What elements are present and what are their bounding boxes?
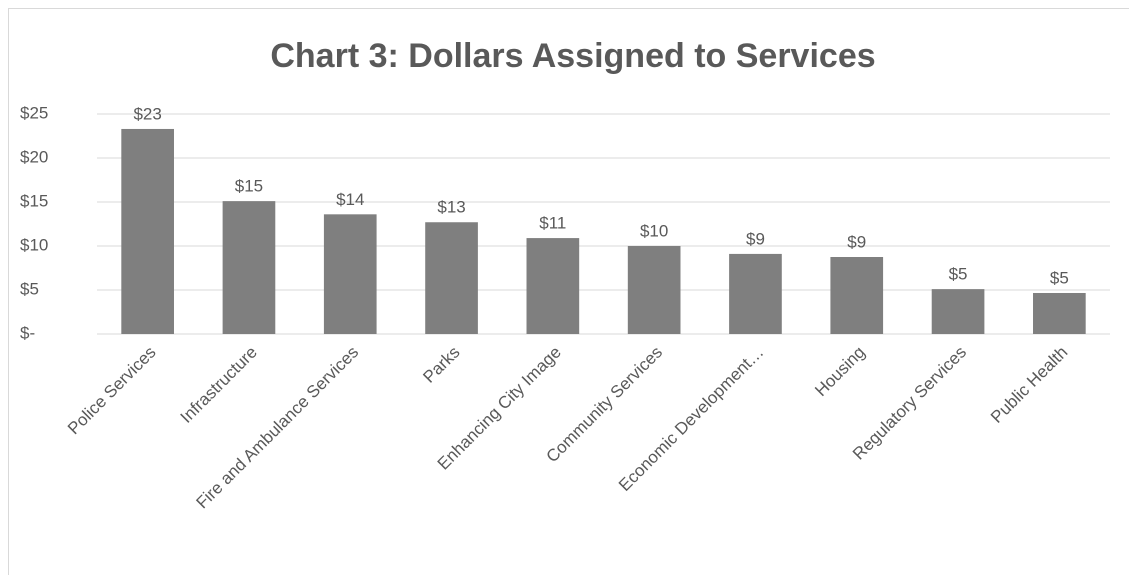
x-tick-label: Fire and Ambulance Services (192, 343, 362, 513)
x-tick-label: Regulatory Services (849, 343, 970, 464)
y-tick-label: $10 (20, 235, 48, 254)
bar (121, 128, 174, 334)
value-label: $9 (746, 229, 765, 248)
value-label: $14 (336, 190, 364, 209)
value-label: $9 (847, 232, 866, 251)
chart-border (8, 8, 1129, 575)
bar (931, 289, 985, 334)
value-label: $5 (1050, 268, 1069, 287)
bar (830, 257, 884, 334)
x-tick-label: Parks (419, 343, 463, 387)
x-tick-label: Public Health (987, 343, 1071, 427)
bar (526, 238, 580, 334)
bar (627, 246, 681, 334)
bar (323, 214, 377, 334)
y-tick-label: $25 (20, 103, 48, 122)
x-tick-label: Housing (811, 343, 869, 401)
chart-title: Chart 3: Dollars Assigned to Services (270, 37, 875, 75)
y-tick-label: $5 (20, 279, 39, 298)
bar (222, 201, 276, 334)
x-tick-label: Infrastructure (177, 343, 261, 427)
y-tick-label: $20 (20, 147, 48, 166)
value-label: $23 (133, 104, 161, 123)
value-label: $11 (539, 214, 566, 233)
x-tick-label: Police Services (64, 343, 160, 439)
bar (425, 222, 478, 334)
value-label: $10 (640, 221, 668, 240)
y-tick-label: $- (20, 323, 35, 342)
value-label: $13 (437, 198, 465, 217)
value-label: $15 (235, 177, 263, 196)
value-label: $5 (949, 265, 968, 284)
y-tick-label: $15 (20, 191, 48, 210)
bar (1033, 292, 1086, 334)
bar (729, 253, 782, 334)
